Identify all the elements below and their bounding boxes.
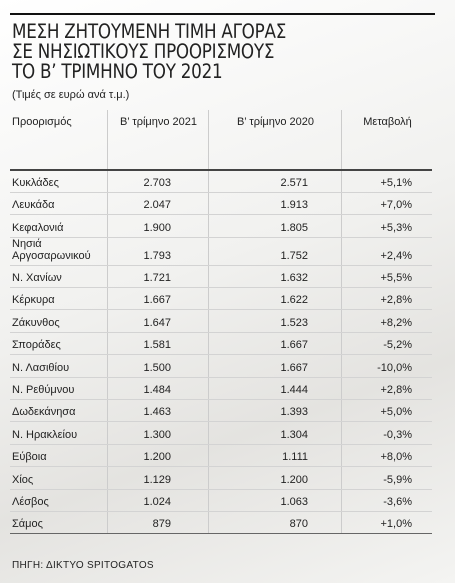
table-cell: Κυκλάδες <box>10 170 108 193</box>
table-cell: -5,2% <box>341 332 432 356</box>
table-cell: 1.752 <box>208 237 342 266</box>
table-cell: Ν. Ηρακλείου <box>10 421 108 445</box>
table-cell: Ν. Ρεθύμνου <box>10 377 108 401</box>
column-header: Μεταβολή <box>341 110 432 171</box>
table-row: Κέρκυρα 1.667 1.622 +2,8% <box>10 287 432 311</box>
table-cell: +2,8% <box>341 287 432 311</box>
table-row: Κυκλάδες 2.703 2.571 +5,1% <box>10 170 432 193</box>
table-cell: Λευκάδα <box>10 192 108 216</box>
table-cell: 1.900 <box>107 214 209 238</box>
title-line: ΤΟ Β’ ΤΡΙΜΗΝΟ ΤΟΥ 2021 <box>12 60 223 83</box>
table-cell: 1.300 <box>107 421 209 445</box>
table-cell: -0,3% <box>341 421 432 445</box>
table-row: Δωδεκάνησα 1.463 1.393 +5,0% <box>10 399 432 423</box>
table-row: Σάμος 879 870 +1,0% <box>10 511 432 535</box>
title-line: ΣΕ ΝΗΣΙΩΤΙΚΟΥΣ ΠΡΟΟΡΙΣΜΟΥΣ <box>12 40 275 63</box>
column-header: Β’ τρίμηνο 2020 <box>208 110 342 171</box>
table-cell: 2.047 <box>107 192 209 216</box>
table-cell: +2,8% <box>341 377 432 401</box>
table-cell: 1.463 <box>107 399 209 423</box>
column-header: Β’ τρίμηνο 2021 <box>107 110 209 171</box>
table-cell: Δωδεκάνησα <box>10 399 108 423</box>
subtitle: (Τιμές σε ευρώ ανά τ.μ.) <box>12 89 130 101</box>
table-cell: Κέρκυρα <box>10 287 108 311</box>
table-cell: 1.632 <box>208 265 342 289</box>
table-row: Ν. Λασιθίου 1.500 1.667 -10,0% <box>10 354 432 378</box>
table-cell: Εύβοια <box>10 444 108 468</box>
table-row: Λέσβος 1.024 1.063 -3,6% <box>10 489 432 512</box>
table-cell: 1.304 <box>208 421 342 445</box>
title: ΜΕΣΗ ΖΗΤΟΥΜΕΝΗ ΤΙΜΗ ΑΓΟΡΑΣ ΣΕ ΝΗΣΙΩΤΙΚΟΥ… <box>12 22 286 82</box>
table-cell: 870 <box>208 511 342 535</box>
table-cell: 1.667 <box>107 287 209 311</box>
table-cell: 1.444 <box>208 377 342 401</box>
table-cell: 1.622 <box>208 287 342 311</box>
table-cell: 1.721 <box>107 265 209 289</box>
table-cell: Ζάκυνθος <box>10 309 108 333</box>
table-cell: Κεφαλονιά <box>10 214 108 238</box>
table-cell: 1.667 <box>208 354 342 378</box>
table-row: Ν. Ηρακλείου 1.300 1.304 -0,3% <box>10 421 432 445</box>
table-cell: 1.581 <box>107 332 209 356</box>
table-row: Σποράδες 1.581 1.667 -5,2% <box>10 332 432 356</box>
header-row: Προορισμός Β’ τρίμηνο 2021 Β’ τρίμηνο 2020… <box>10 110 432 171</box>
table-row: Χίος 1.129 1.200 -5,9% <box>10 466 432 490</box>
table-cell: 1.523 <box>208 309 342 333</box>
source: ΠΗΓΗ: ΔΙΚΤΥΟ SPITOGATOS <box>12 560 154 571</box>
table-cell: 2.571 <box>208 170 342 193</box>
table-cell: 1.793 <box>107 237 209 266</box>
table-row: Ν. Ρεθύμνου 1.484 1.444 +2,8% <box>10 377 432 401</box>
table-cell: 1.667 <box>208 332 342 356</box>
table-cell: +5,1% <box>341 170 432 193</box>
price-table: Προορισμός Β’ τρίμηνο 2021 Β’ τρίμηνο 2020… <box>10 110 432 535</box>
table-cell: +8,0% <box>341 444 432 468</box>
table-cell: 1.913 <box>208 192 342 216</box>
table-cell: 1.500 <box>107 354 209 378</box>
table-cell: -5,9% <box>341 466 432 490</box>
table-row: Ζάκυνθος 1.647 1.523 +8,2% <box>10 309 432 333</box>
table-cell: 1.200 <box>208 466 342 490</box>
table-cell: +5,0% <box>341 399 432 423</box>
table-body: Κυκλάδες 2.703 2.571 +5,1% Λευκάδα 2.047 1.913… <box>10 170 432 535</box>
table-cell: -3,6% <box>341 489 432 512</box>
table-cell: Νησιά Αργοσαρωνικού <box>10 237 108 266</box>
table-row: Κεφαλονιά 1.900 1.805 +5,3% <box>10 214 432 238</box>
table-row: Νησιά Αργοσαρωνικού 1.793 1.752 +2,4% <box>10 237 432 266</box>
top-rule <box>10 13 435 15</box>
table-cell: Λέσβος <box>10 489 108 512</box>
table-cell: Σποράδες <box>10 332 108 356</box>
table-cell: -10,0% <box>341 354 432 378</box>
table-row: Εύβοια 1.200 1.111 +8,0% <box>10 444 432 468</box>
table-cell: +2,4% <box>341 237 432 266</box>
table-cell: 1.024 <box>107 489 209 512</box>
table-cell: 1.200 <box>107 444 209 468</box>
column-header: Προορισμός <box>10 110 108 171</box>
table-row: Λευκάδα 2.047 1.913 +7,0% <box>10 192 432 216</box>
table-cell: +8,2% <box>341 309 432 333</box>
table-cell: 1.063 <box>208 489 342 512</box>
table-cell: 1.647 <box>107 309 209 333</box>
table-row: Ν. Χανίων 1.721 1.632 +5,5% <box>10 265 432 289</box>
table-cell: Χίος <box>10 466 108 490</box>
table-cell: Ν. Χανίων <box>10 265 108 289</box>
table-cell: +7,0% <box>341 192 432 216</box>
table-cell: 879 <box>107 511 209 535</box>
table-cell: 1.393 <box>208 399 342 423</box>
table-cell: Ν. Λασιθίου <box>10 354 108 378</box>
table-cell: 1.484 <box>107 377 209 401</box>
title-line: ΜΕΣΗ ΖΗΤΟΥΜΕΝΗ ΤΙΜΗ ΑΓΟΡΑΣ <box>12 20 287 43</box>
table-cell: 1.129 <box>107 466 209 490</box>
table-cell: +1,0% <box>341 511 432 535</box>
table-cell: 2.703 <box>107 170 209 193</box>
table-head: Προορισμός Β’ τρίμηνο 2021 Β’ τρίμηνο 2020… <box>10 110 432 171</box>
table-cell: 1.805 <box>208 214 342 238</box>
table-cell: 1.111 <box>208 444 342 468</box>
table-cell: +5,3% <box>341 214 432 238</box>
table-cell: +5,5% <box>341 265 432 289</box>
table-cell: Σάμος <box>10 511 108 535</box>
